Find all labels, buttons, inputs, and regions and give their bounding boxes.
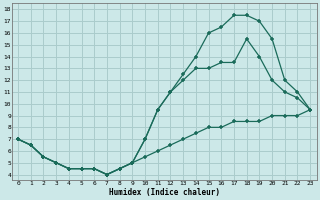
- X-axis label: Humidex (Indice chaleur): Humidex (Indice chaleur): [108, 188, 220, 197]
